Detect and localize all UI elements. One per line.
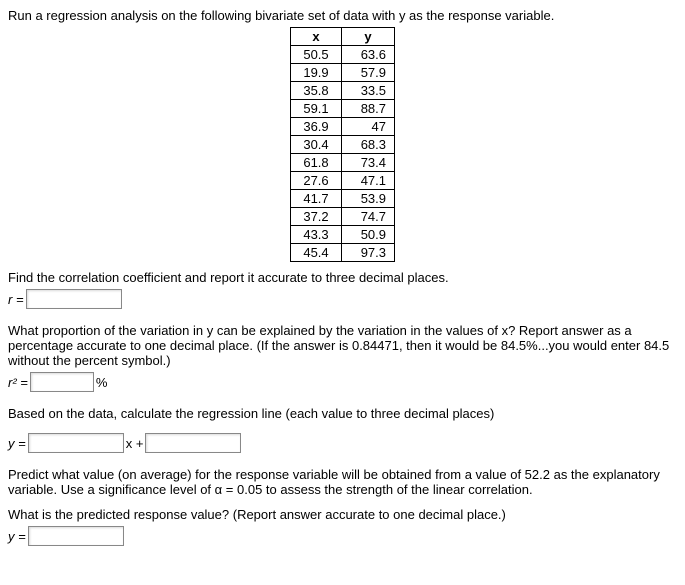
q4-text2: What is the predicted response value? (R… [8,507,677,522]
intercept-input[interactable] [145,433,241,453]
y-equals-label: y = [8,436,26,451]
cell-y: 73.4 [342,154,395,172]
table-row: 36.947 [291,118,395,136]
q3-text: Based on the data, calculate the regress… [8,406,677,421]
cell-x: 36.9 [291,118,342,136]
intro-text: Run a regression analysis on the followi… [8,8,677,23]
cell-y: 97.3 [342,244,395,262]
cell-x: 30.4 [291,136,342,154]
x-plus-label: x + [126,436,144,451]
header-x: x [291,28,342,46]
cell-x: 35.8 [291,82,342,100]
header-y: y [342,28,395,46]
cell-y: 47.1 [342,172,395,190]
q2-text: What proportion of the variation in y ca… [8,323,677,368]
table-row: 19.957.9 [291,64,395,82]
yhat-input[interactable] [28,526,124,546]
cell-x: 37.2 [291,208,342,226]
table-row: 61.873.4 [291,154,395,172]
cell-x: 59.1 [291,100,342,118]
cell-x: 50.5 [291,46,342,64]
table-row: 35.833.5 [291,82,395,100]
r-input[interactable] [26,289,122,309]
r-label: r = [8,292,24,307]
r2-input[interactable] [30,372,94,392]
table-row: 45.497.3 [291,244,395,262]
slope-input[interactable] [28,433,124,453]
cell-x: 41.7 [291,190,342,208]
yhat-label: y = [8,529,26,544]
q1-text: Find the correlation coefficient and rep… [8,270,677,285]
cell-y: 74.7 [342,208,395,226]
cell-y: 47 [342,118,395,136]
cell-y: 33.5 [342,82,395,100]
cell-x: 19.9 [291,64,342,82]
percent-suffix: % [96,375,108,390]
cell-x: 61.8 [291,154,342,172]
cell-y: 68.3 [342,136,395,154]
r2-label: r² = [8,375,28,390]
table-row: 37.274.7 [291,208,395,226]
table-row: 27.647.1 [291,172,395,190]
cell-y: 63.6 [342,46,395,64]
cell-y: 53.9 [342,190,395,208]
cell-x: 43.3 [291,226,342,244]
table-row: 43.350.9 [291,226,395,244]
cell-x: 45.4 [291,244,342,262]
table-row: 50.563.6 [291,46,395,64]
table-row: 41.753.9 [291,190,395,208]
table-row: 30.468.3 [291,136,395,154]
cell-y: 50.9 [342,226,395,244]
cell-x: 27.6 [291,172,342,190]
q4-text1: Predict what value (on average) for the … [8,467,677,497]
data-table: x y 50.563.6 19.957.9 35.833.5 59.188.7 … [290,27,395,262]
table-row: 59.188.7 [291,100,395,118]
cell-y: 57.9 [342,64,395,82]
cell-y: 88.7 [342,100,395,118]
